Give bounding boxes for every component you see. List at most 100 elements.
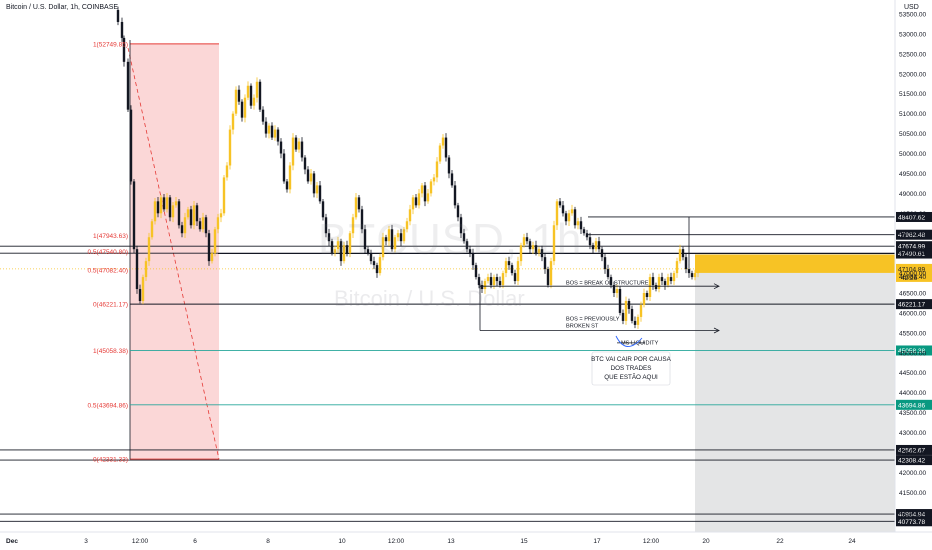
fib-level-label: 1(47943.63) — [93, 233, 128, 240]
candle-body — [453, 185, 457, 206]
price-level-tag-label: 46221.17 — [898, 302, 925, 309]
candle-body — [651, 277, 655, 286]
candle-body — [300, 141, 304, 158]
candle-body — [504, 261, 508, 274]
candle-body — [597, 241, 601, 250]
candle-body — [309, 173, 313, 182]
candle-body — [501, 273, 505, 286]
candle-body — [615, 289, 619, 294]
candle-body — [648, 277, 652, 298]
candle-body — [609, 277, 613, 286]
note-line-2: DOS TRADES — [611, 365, 652, 372]
candle-body — [480, 285, 484, 290]
candle-body — [381, 237, 385, 258]
x-axis-tick-label: 24 — [848, 538, 856, 545]
price-level-tag — [896, 241, 932, 252]
fib-level-label: 0(46221.17) — [93, 302, 128, 309]
candle-body — [249, 85, 253, 106]
candle-body — [438, 145, 442, 162]
candle-body — [132, 181, 136, 250]
candle-body — [354, 197, 358, 218]
price-level-tag — [896, 444, 932, 455]
candle-body — [195, 205, 199, 222]
fib-level-label: 0(42331.33) — [93, 457, 128, 464]
candle-body — [159, 197, 163, 214]
fib-retracement-zone[interactable] — [130, 43, 219, 460]
candle-body — [441, 137, 445, 146]
candle-body — [189, 209, 193, 226]
candle-body — [237, 89, 241, 102]
candle-body — [693, 273, 697, 278]
candle-body — [654, 285, 658, 290]
candle-body — [399, 233, 403, 242]
candle-body — [561, 205, 565, 214]
candle-body — [495, 277, 499, 282]
candle-body — [276, 129, 280, 142]
candle-body — [363, 229, 367, 250]
candle-body — [312, 173, 316, 194]
y-axis-tick-label: 53000.00 — [899, 31, 926, 38]
price-level-tag-label: 42308.42 — [898, 458, 925, 465]
candle-body — [174, 201, 178, 206]
candle-body — [666, 277, 670, 286]
price-level-tag — [896, 211, 932, 222]
candle-body — [333, 249, 337, 254]
candle-body — [327, 233, 331, 242]
x-axis-tick-label: 15 — [520, 538, 528, 545]
candle-body — [375, 265, 379, 274]
candle-body — [279, 141, 283, 154]
candle-body — [291, 137, 295, 166]
currency-label[interactable]: USD — [904, 4, 919, 11]
candle-body — [471, 253, 475, 266]
candle-body — [222, 177, 226, 214]
x-axis-tick-label: 17 — [593, 538, 601, 545]
y-axis-tick-label: 45000.00 — [899, 350, 926, 357]
y-axis-tick-label: 44000.00 — [899, 390, 926, 397]
candle-body — [432, 177, 436, 182]
candle-body — [630, 308, 634, 321]
price-level-tag — [896, 299, 932, 310]
candle-body — [687, 269, 691, 274]
candle-body — [423, 185, 427, 202]
candle-body — [582, 229, 586, 234]
candle-body — [540, 249, 544, 258]
candle-body — [435, 161, 439, 178]
liquidity-circle-highlight — [615, 335, 643, 347]
candle-body — [234, 89, 238, 114]
candle-body — [216, 217, 220, 230]
price-level-tag — [896, 516, 932, 527]
x-axis-tick-label: 12:00 — [643, 538, 660, 545]
note-line-1: BTC VAI CAIR POR CAUSA — [591, 356, 671, 363]
symbol-title[interactable]: Bitcoin / U.S. Dollar, 1h, COINBASE — [6, 4, 119, 11]
candle-body — [264, 121, 268, 134]
x-axis-tick-label: 3 — [84, 538, 88, 545]
candle-body — [351, 217, 355, 234]
candle-body — [468, 249, 472, 254]
y-axis-tick-label: 46000.00 — [899, 310, 926, 317]
candle-body — [486, 277, 490, 282]
candle-body — [534, 245, 538, 254]
candle-body — [588, 237, 592, 246]
candle-body — [273, 129, 277, 138]
candle-body — [396, 233, 400, 238]
y-axis-tick-label: 41500.00 — [899, 490, 926, 497]
candle-body — [141, 277, 145, 301]
candle-body — [585, 233, 589, 238]
candle-body — [177, 201, 181, 226]
candle-body — [474, 265, 478, 278]
candle-body — [366, 249, 370, 254]
candle-body — [414, 197, 418, 206]
candle-body — [342, 245, 346, 262]
price-level-tag-label: 47674.99 — [898, 244, 925, 251]
candle-body — [258, 81, 262, 110]
candle-body — [678, 249, 682, 262]
candle-body — [573, 209, 577, 226]
candle-body — [489, 277, 493, 286]
candle-body — [126, 61, 130, 110]
bos-break-of-structure-label: BOS = BREAK OF STRUCTURE — [566, 281, 649, 287]
candle-body — [201, 217, 205, 230]
candle-body — [135, 249, 139, 290]
candle-body — [183, 217, 187, 234]
note-callout-box[interactable] — [591, 351, 671, 386]
